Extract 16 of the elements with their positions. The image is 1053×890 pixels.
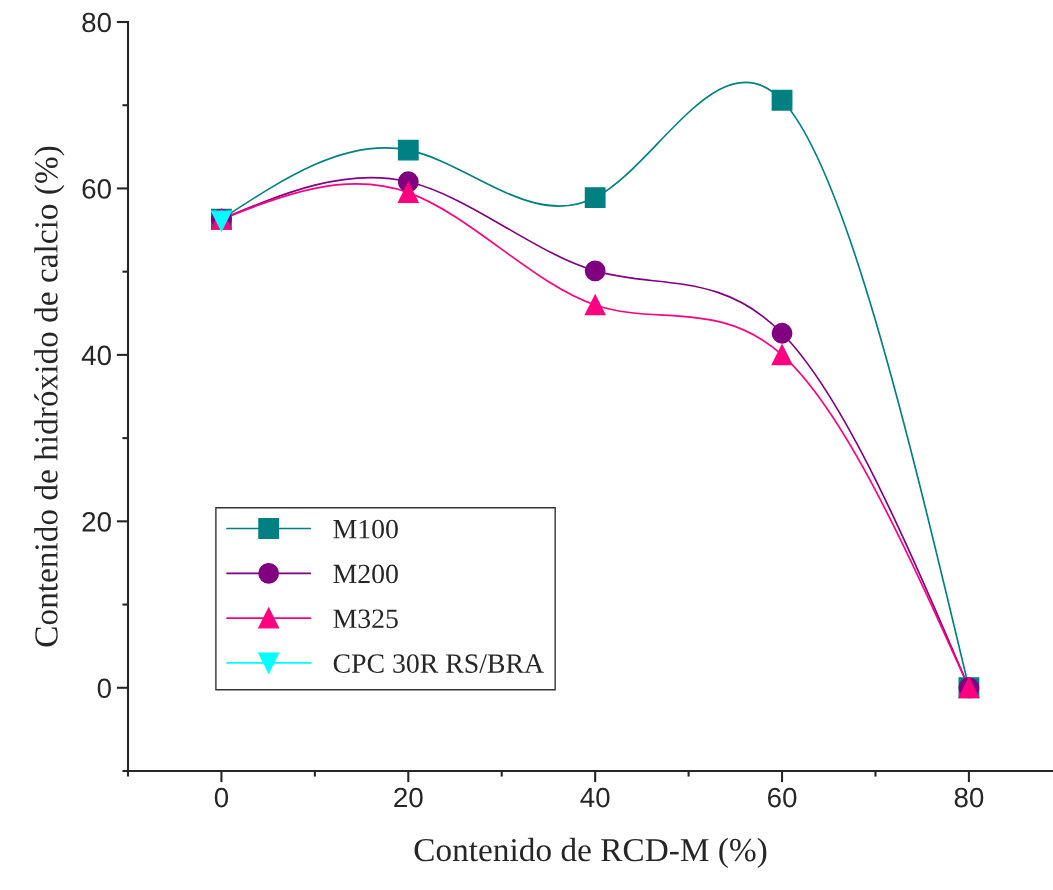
y-tick-label: 80 [82, 12, 111, 33]
y-axis-title: Contenido de hidróxido de calcio (%) [34, 146, 65, 647]
legend-label: CPC 30R RS/BRA [333, 654, 544, 673]
y-tick-label: 0 [97, 678, 111, 699]
x-tick-label: 80 [954, 787, 984, 808]
x-axis-title: Contenido de RCD-M (%) [414, 837, 767, 869]
x-tick-label: 60 [768, 787, 797, 808]
x-tick-label: 40 [580, 787, 610, 808]
y-tick-label: 60 [82, 179, 111, 199]
y-tick-label: 20 [82, 512, 111, 532]
x-tick-label: 20 [394, 787, 423, 808]
x-tick-label: 0 [214, 787, 229, 808]
legend-label: M100 [333, 519, 398, 539]
legend-label: M200 [333, 564, 398, 584]
legend-label: M325 [333, 609, 398, 629]
y-tick-label: 40 [81, 345, 111, 366]
